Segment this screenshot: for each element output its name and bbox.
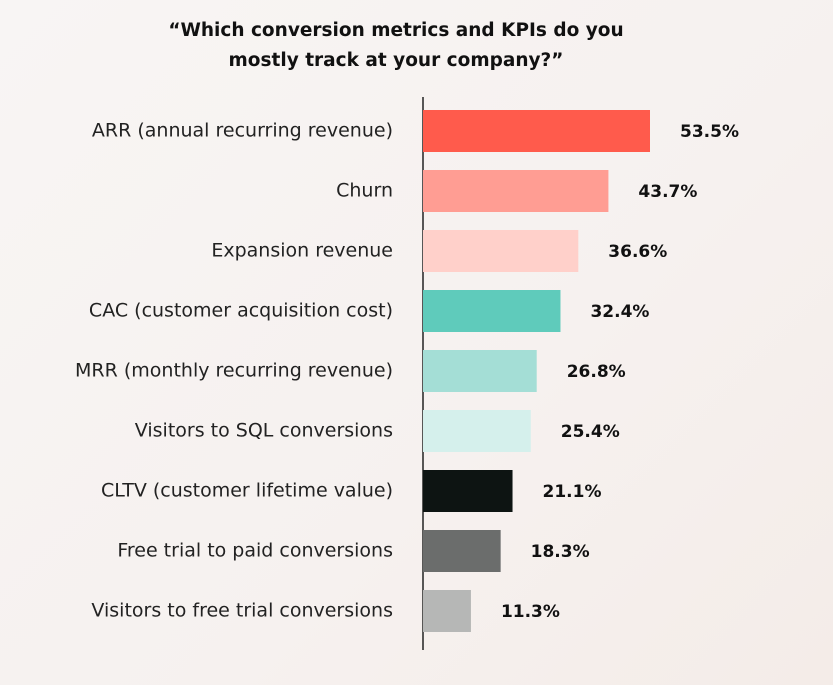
bar (423, 350, 537, 392)
category-label: CLTV (customer lifetime value) (101, 480, 393, 502)
category-label: Free trial to paid conversions (117, 540, 393, 562)
chart-title: “Which conversion metrics and KPIs do yo… (168, 20, 624, 71)
bar (423, 290, 561, 332)
category-label: ARR (annual recurring revenue) (92, 120, 393, 142)
bar (423, 530, 501, 572)
value-label: 25.4% (561, 422, 620, 442)
category-label: Visitors to free trial conversions (91, 600, 393, 622)
value-label: 11.3% (501, 602, 560, 622)
value-label: 21.1% (543, 482, 602, 502)
bar (423, 110, 650, 152)
value-label: 26.8% (567, 362, 626, 382)
category-label: Visitors to SQL conversions (135, 420, 393, 442)
bar (423, 170, 609, 212)
value-label: 43.7% (638, 182, 697, 202)
category-label: Expansion revenue (211, 240, 393, 262)
value-label: 36.6% (608, 242, 667, 262)
category-label: MRR (monthly recurring revenue) (75, 360, 393, 382)
bar (423, 470, 513, 512)
bar (423, 590, 471, 632)
category-label: Churn (336, 180, 393, 202)
value-label: 32.4% (590, 302, 649, 322)
bar (423, 230, 579, 272)
bar (423, 410, 531, 452)
category-label: CAC (customer acquisition cost) (89, 300, 393, 322)
value-label: 18.3% (531, 542, 590, 562)
value-label: 53.5% (680, 122, 739, 142)
